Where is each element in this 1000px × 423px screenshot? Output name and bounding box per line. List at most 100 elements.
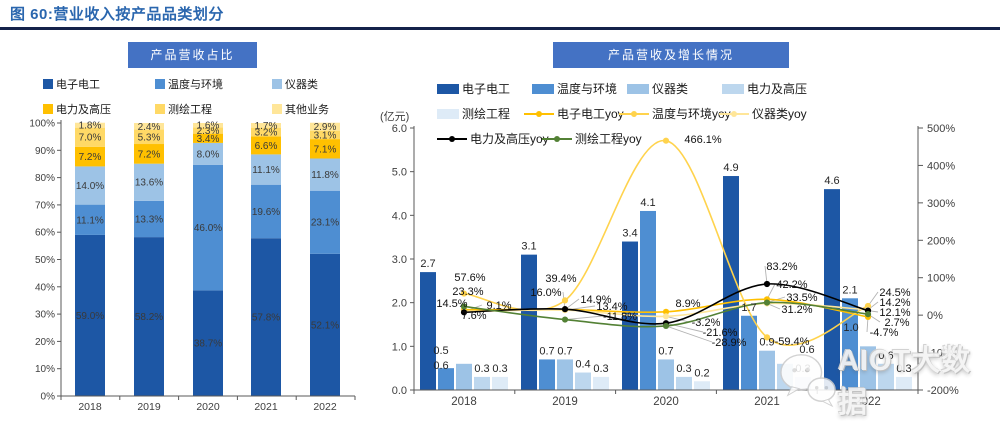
bar-value-label: 0.3 — [474, 363, 489, 375]
stacked-bar-segment — [75, 122, 105, 128]
segment-value-label: 1.7% — [255, 121, 278, 132]
revenue-bar — [860, 346, 876, 390]
segment-value-label: 7.1% — [314, 144, 337, 155]
segment-value-label: 46.0% — [194, 223, 222, 234]
segment-value-label: 13.3% — [135, 214, 163, 225]
stacked-bar-segment — [193, 142, 223, 165]
left-x-tick-label: 2021 — [254, 401, 278, 413]
legend-label: 温度与环境 — [557, 82, 618, 96]
segment-value-label: 5.3% — [138, 132, 161, 143]
stacked-bar-segment — [134, 129, 164, 145]
left-chart-legend: 电子电工 温度与环境 仪器类电力及高压 测绘工程 其他业务 — [35, 72, 365, 118]
yoy-value-label: -21.6% — [703, 327, 738, 339]
yoy-line-dot — [662, 137, 670, 144]
bar-value-label: 2.1 — [842, 284, 857, 296]
bar-value-label: 0.6 — [878, 350, 893, 362]
right-chart-left-tick: 6.0 — [392, 123, 407, 135]
stacked-bar-segment — [134, 237, 164, 396]
yoy-value-label: 466.1% — [684, 134, 722, 146]
revenue-bar — [795, 376, 811, 390]
figure-title: 图 60:营业收入按产品品类划分 — [10, 6, 224, 23]
revenue-bar — [521, 254, 537, 390]
stacked-bar-segment — [251, 136, 281, 155]
right-x-tick-label: 2018 — [451, 396, 477, 408]
yoy-line-dot — [460, 303, 468, 310]
left-x-tick-label: 2018 — [78, 401, 102, 413]
segment-value-label: 1.6% — [197, 121, 220, 132]
stacked-bar-segment — [134, 200, 164, 238]
legend-swatch-square — [272, 79, 282, 89]
left-y-tick-label: 10% — [35, 364, 55, 375]
segment-value-label: 1.8% — [79, 121, 102, 132]
legend-swatch-square — [437, 108, 459, 119]
stacked-bar-segment — [75, 166, 105, 205]
revenue-bar — [557, 359, 573, 390]
revenue-bar — [842, 298, 858, 390]
segment-value-label: 52.1% — [311, 320, 339, 331]
label-leader-line — [564, 315, 604, 321]
legend-swatch-square — [272, 104, 282, 114]
legend-item: 温度与环境 — [155, 76, 223, 92]
yoy-line-dot — [864, 311, 872, 318]
stacked-bar-segment — [310, 122, 340, 131]
revenue-bar — [438, 368, 454, 390]
revenue-bar — [658, 359, 674, 390]
bar-value-label: 1.7 — [741, 302, 756, 314]
legend-swatch-square — [532, 83, 554, 94]
bar-value-label: 0.6 — [433, 360, 448, 372]
legend-swatch-square — [437, 83, 459, 94]
yoy-value-label: 83.2% — [766, 261, 797, 273]
bar-value-label: 0.7 — [557, 345, 572, 357]
yoy-value-label: -28.9% — [712, 337, 747, 349]
bar-value-label: 0.7 — [658, 345, 673, 357]
revenue-bar — [878, 363, 894, 390]
revenue-bar — [492, 376, 508, 390]
stacked-bar-segment — [193, 290, 223, 396]
right-chart-right-tick: -100% — [927, 348, 959, 360]
yoy-value-label: 12.1% — [879, 307, 910, 319]
yoy-value-label: 8.9% — [675, 298, 700, 310]
segment-value-label: 13.6% — [135, 178, 163, 189]
yoy-value-label: 9.1% — [486, 300, 511, 312]
segment-value-label: 38.7% — [194, 339, 222, 350]
stacked-bar-segment — [134, 144, 164, 164]
right-chart-left-tick: 0.0 — [392, 385, 407, 397]
left-chart-header: 产品营收占比 — [128, 42, 257, 68]
legend-label: 电力及高压 — [56, 104, 111, 116]
segment-value-label: 11.8% — [311, 170, 339, 181]
revenue-bar — [456, 363, 472, 390]
label-leader-line — [665, 325, 713, 343]
revenue-bar — [723, 176, 739, 390]
bar-value-label: 2.7 — [420, 258, 435, 270]
right-chart-left-tick: 1.0 — [392, 341, 407, 353]
bar-value-label: 0.4 — [575, 359, 590, 371]
stacked-bar-segment — [75, 146, 105, 167]
legend-swatch-line — [719, 109, 749, 119]
stacked-bar-segment — [75, 127, 105, 147]
legend-item: 其他业务 — [272, 101, 329, 117]
stacked-bar-segment — [75, 204, 105, 235]
right-chart-right-tick: 200% — [927, 235, 955, 247]
yoy-value-label: 13.4% — [596, 301, 627, 313]
legend-label: 电子电工 — [462, 82, 511, 96]
stacked-bar-segment — [251, 127, 281, 137]
segment-value-label: 8.0% — [197, 149, 220, 160]
bar-value-label: 0.3 — [593, 363, 608, 375]
legend-label: 测绘工程 — [462, 107, 511, 121]
yoy-line-dot — [460, 309, 468, 316]
yoy-value-label: 23.3% — [452, 286, 483, 298]
stacked-bar-segment — [310, 190, 340, 254]
left-x-tick-label: 2022 — [313, 401, 337, 413]
yoy-value-label: 31.2% — [781, 304, 812, 316]
bar-value-label: 3.1 — [521, 241, 536, 253]
legend-label: 仪器类 — [285, 79, 318, 91]
legend-label: 仪器类 — [652, 82, 689, 96]
yoy-line-dot — [662, 308, 670, 315]
legend-item: 电力及高压 — [43, 101, 111, 117]
legend-label: 测绘工程 — [168, 104, 212, 116]
title-rule — [0, 27, 1000, 30]
legend-label: 电子电工 — [56, 79, 100, 91]
stacked-bar-segment — [134, 123, 164, 130]
yoy-value-label: 14.2% — [879, 297, 910, 309]
legend-item: 仪器类yoy — [719, 105, 807, 122]
